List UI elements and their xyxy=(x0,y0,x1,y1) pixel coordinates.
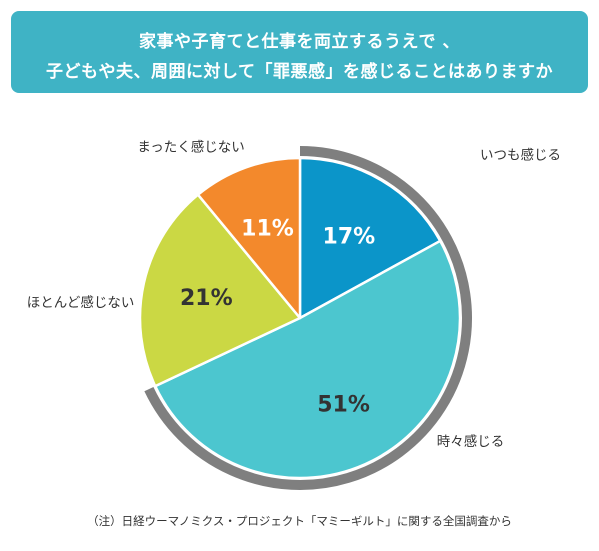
category-label-1: いつも感じる xyxy=(480,147,561,164)
pie-slice-1 xyxy=(298,156,442,320)
footnote: （注）日経ウーマノミクス・プロジェクト「マミーギルト」に関する全国調査から xyxy=(87,514,512,528)
pie-slice-2 xyxy=(153,239,462,480)
value-label-3: 21% xyxy=(180,286,233,311)
value-label-2: 51% xyxy=(317,393,370,418)
title-line-1: 家事や子育てと仕事を両立するうえで 、 xyxy=(139,32,460,52)
value-label-1: 17% xyxy=(323,224,376,249)
highlight-arc xyxy=(144,146,472,490)
category-label-3: ほとんど感じない xyxy=(27,294,135,311)
title-banner: 家事や子育てと仕事を両立するうえで 、 子どもや夫、周囲に対して「罪悪感」を感じ… xyxy=(11,11,588,93)
pie-slice-4 xyxy=(196,156,302,320)
value-label-4: 11% xyxy=(241,217,294,242)
category-label-4: まったく感じない xyxy=(137,139,244,156)
title-line-2: 子どもや夫、周囲に対して「罪悪感」を感じることはありますか xyxy=(46,62,553,82)
pie-slice-3 xyxy=(138,193,302,388)
category-label-2: 時々感じる xyxy=(437,433,505,450)
